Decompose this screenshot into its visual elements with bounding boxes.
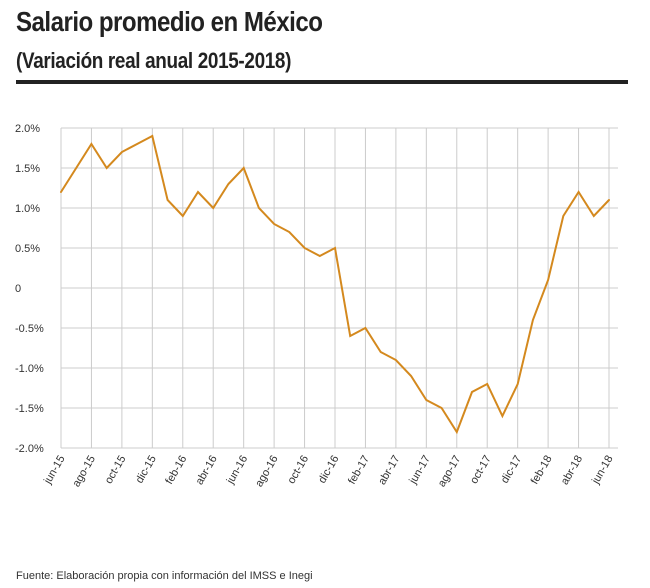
x-axis-tick-labels: jun-15 ago-15 oct-15 dic-15 feb-16 abr-16 jun-…: [41, 454, 615, 490]
chart-grid: [60, 127, 618, 449]
x-tick-label: ago-17: [436, 454, 464, 490]
chart-subtitle: (Variación real anual 2015-2018): [16, 48, 292, 73]
x-tick-label: oct-16: [285, 454, 311, 486]
x-tick-label: dic-15: [134, 454, 159, 486]
x-tick-label: feb-17: [346, 454, 372, 487]
chart-title: Salario promedio en México: [16, 6, 323, 37]
y-tick-label: -2.0%: [15, 443, 44, 455]
x-tick-label: oct-17: [468, 454, 494, 486]
y-tick-label: -1.0%: [15, 363, 44, 375]
x-tick-label: jun-15: [41, 454, 67, 487]
y-tick-label: 1.5%: [15, 163, 40, 175]
x-tick-label: feb-18: [529, 454, 555, 487]
x-tick-label: feb-16: [163, 454, 189, 487]
x-tick-label: abr-18: [559, 454, 585, 488]
title-divider: [16, 80, 628, 84]
y-tick-label: 0: [15, 283, 21, 295]
y-tick-label: -1.5%: [15, 403, 44, 415]
y-tick-label: 0.5%: [15, 243, 40, 255]
series-line: [60, 134, 610, 435]
x-tick-label: dic-16: [316, 454, 341, 486]
x-tick-label: ago-16: [253, 454, 281, 490]
x-tick-label: dic-17: [499, 454, 524, 486]
series-lines: [60, 134, 610, 435]
source-note: Fuente: Elaboración propia con informaci…: [16, 570, 313, 582]
x-tick-label: abr-17: [376, 454, 402, 488]
x-tick-label: jun-18: [589, 454, 615, 487]
y-tick-label: 1.0%: [15, 203, 40, 215]
x-tick-label: jun-17: [407, 454, 433, 487]
line-chart: 2.0% 1.5% 1.0% 0.5% 0 -0.5% -1.0% -1.5% -2.0% ju…: [15, 123, 618, 490]
y-axis-tick-labels: 2.0% 1.5% 1.0% 0.5% 0 -0.5% -1.0% -1.5% -2.0%: [15, 123, 44, 455]
y-tick-label: -0.5%: [15, 323, 44, 335]
x-tick-label: oct-15: [103, 454, 129, 486]
x-tick-label: abr-16: [194, 454, 220, 488]
x-tick-label: jun-16: [224, 454, 250, 487]
x-tick-label: ago-15: [71, 454, 99, 490]
y-tick-label: 2.0%: [15, 123, 40, 135]
